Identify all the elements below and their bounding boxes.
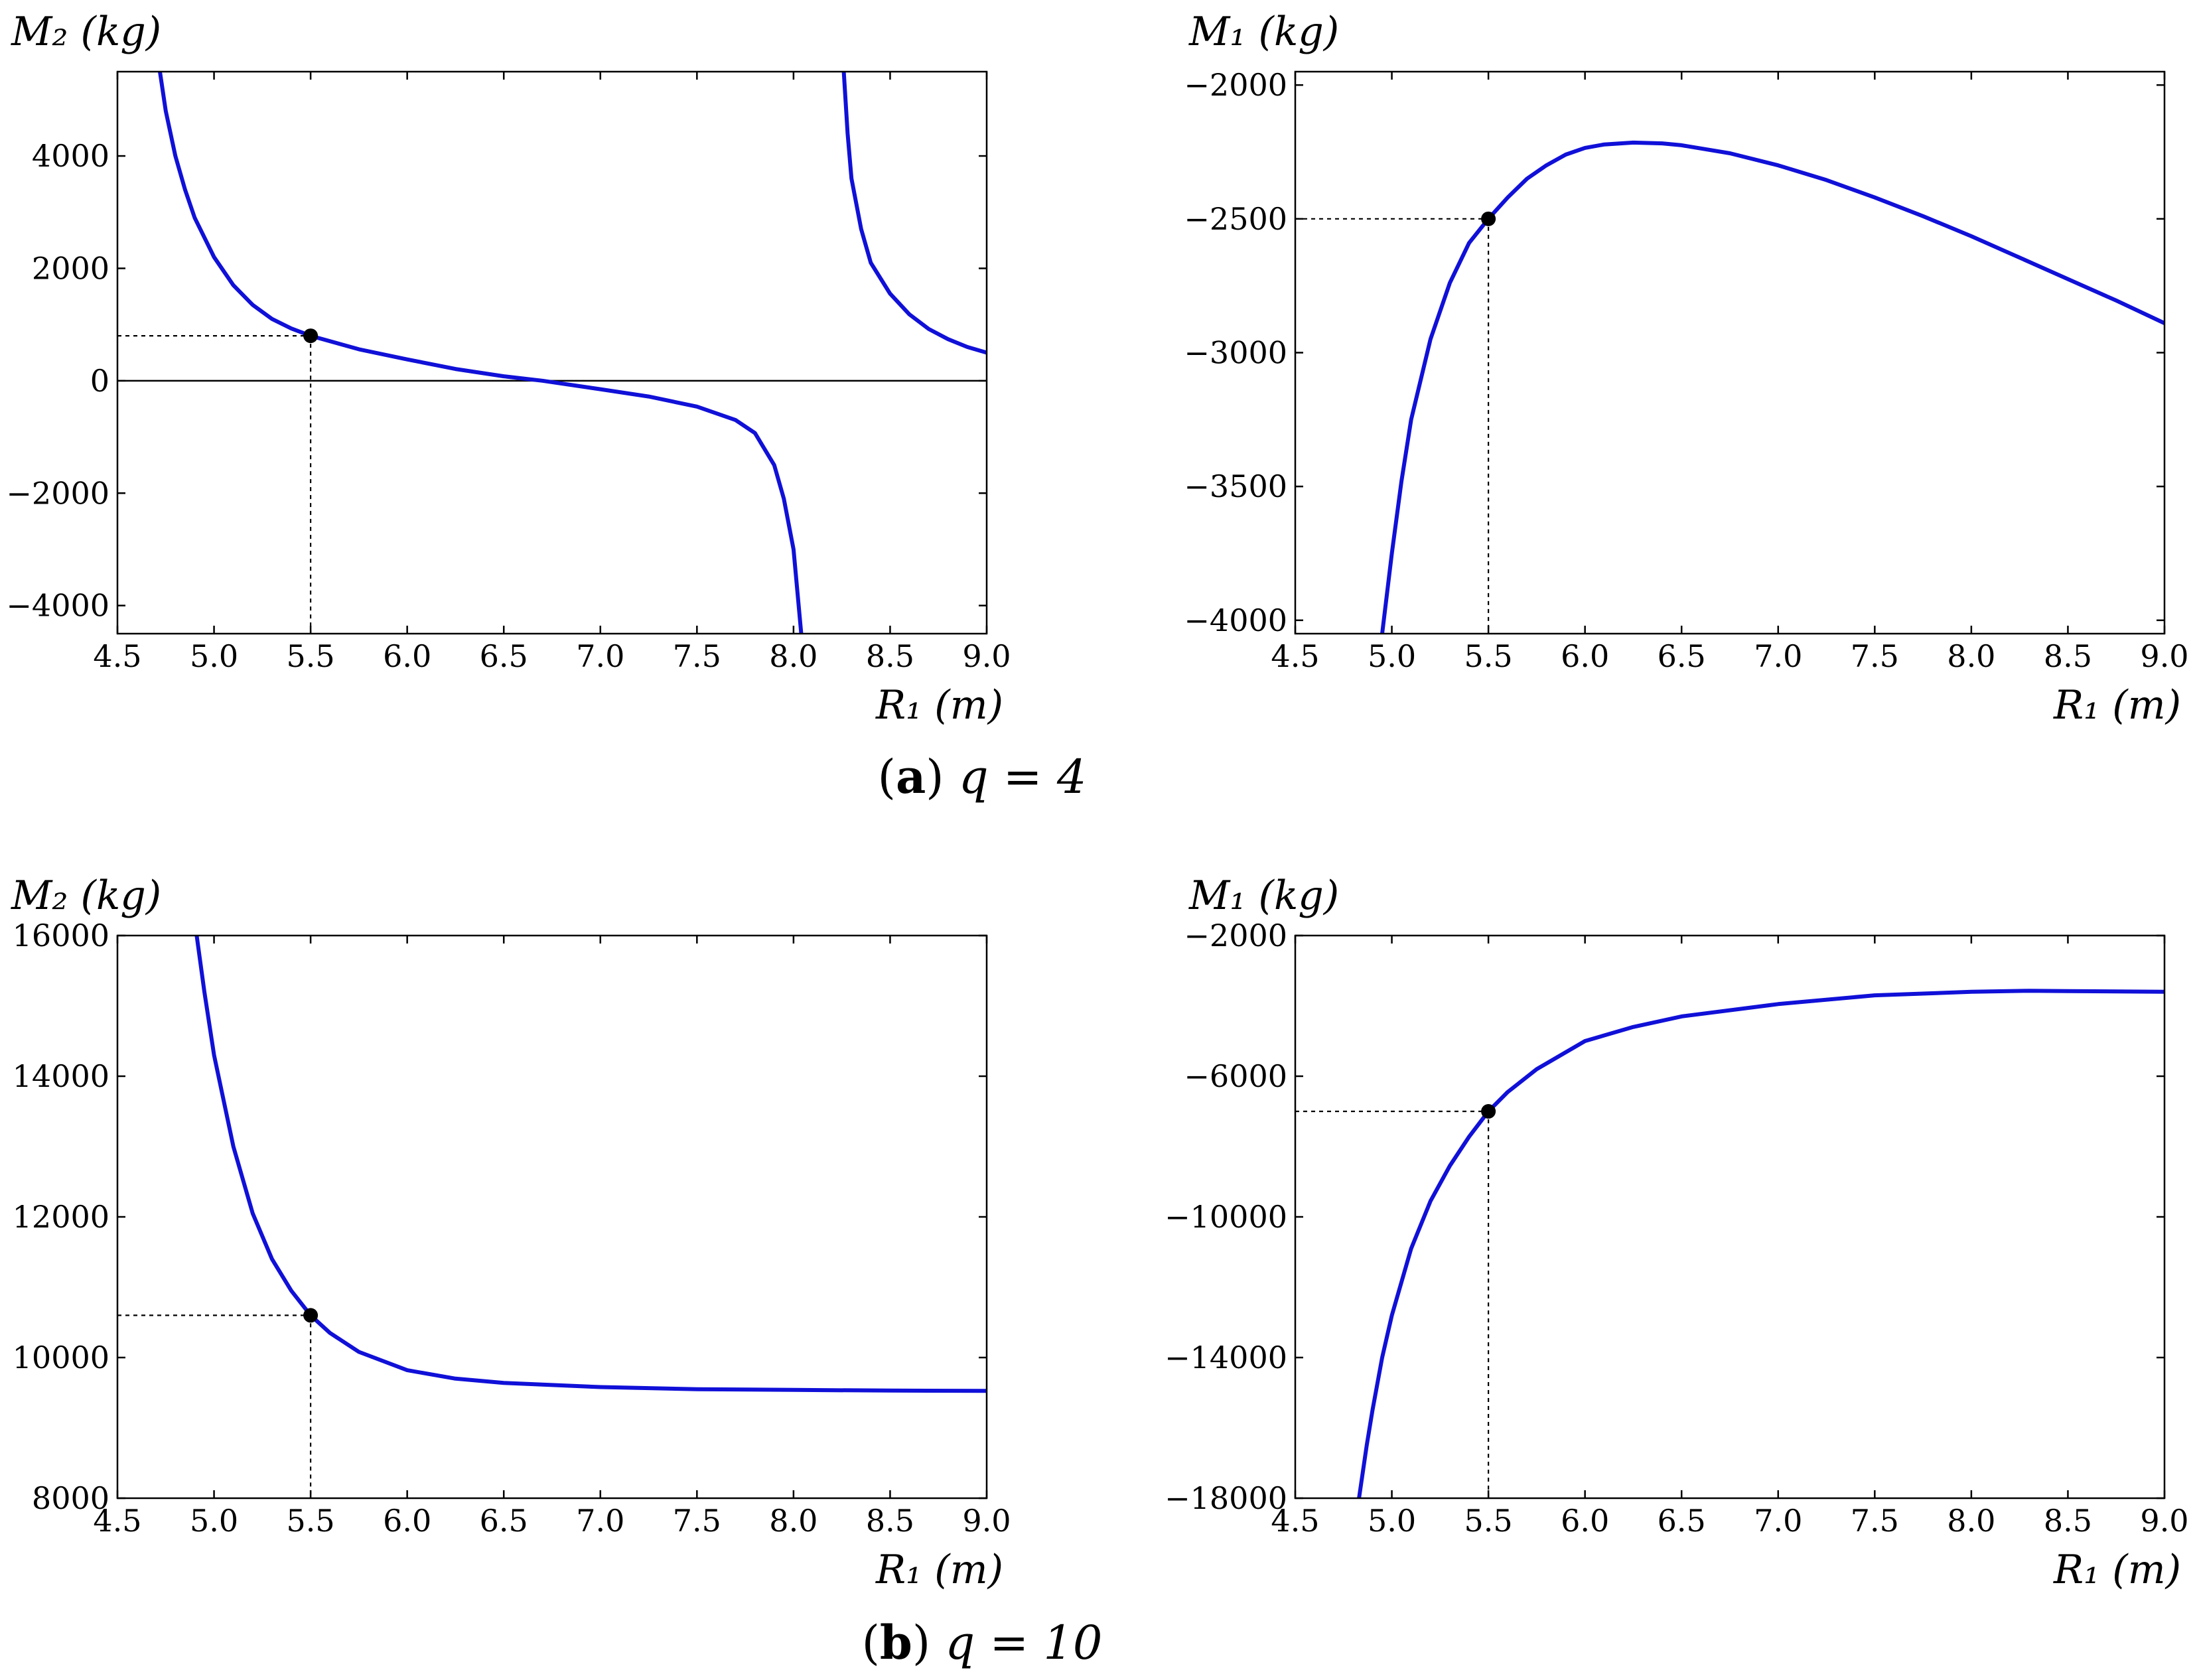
y-tick-label: −3500 <box>1184 468 1287 504</box>
x-tick-label: 4.5 <box>1271 638 1319 674</box>
x-tick-label: 5.5 <box>1464 1503 1513 1539</box>
y-tick-label: −2000 <box>1184 918 1287 953</box>
x-tick-label: 5.0 <box>190 638 238 674</box>
data-point-marker <box>303 1308 319 1323</box>
x-axis-title: R₁ (m) <box>2053 1547 2181 1593</box>
x-tick-label: 5.5 <box>1464 638 1513 674</box>
series-line-1 <box>1380 140 2164 634</box>
x-tick-label: 9.0 <box>2140 1503 2188 1539</box>
x-tick-label: 6.0 <box>1561 1503 1609 1539</box>
caption-a-text: q = 4 <box>959 750 1087 804</box>
x-tick-label: 9.0 <box>2140 638 2188 674</box>
x-tick-label: 5.0 <box>190 1503 238 1539</box>
x-tick-label: 5.5 <box>287 638 335 674</box>
y-axis-title: M₂ (kg) <box>11 9 161 55</box>
x-tick-label: 4.5 <box>1271 1503 1319 1539</box>
y-tick-label: 14000 <box>13 1058 109 1094</box>
plot-frame <box>116 70 988 635</box>
x-tick-label: 9.0 <box>962 1503 1011 1539</box>
caption-a: (a) q = 4 <box>878 749 1087 804</box>
data-point-marker <box>1481 211 1496 226</box>
x-axis-title: R₁ (m) <box>2053 682 2181 729</box>
y-tick-label: 0 <box>90 363 109 399</box>
series-line-1 <box>1357 989 2164 1498</box>
y-tick-label: 16000 <box>13 918 109 953</box>
y-tick-label: −18000 <box>1165 1480 1287 1516</box>
x-tick-label: 8.5 <box>866 1503 914 1539</box>
x-tick-label: 6.5 <box>480 638 528 674</box>
y-tick-label: −3000 <box>1184 335 1287 371</box>
x-tick-label: 6.5 <box>1658 1503 1706 1539</box>
y-tick-label: −2000 <box>1184 67 1287 103</box>
x-axis-title: R₁ (m) <box>875 682 1003 729</box>
x-tick-label: 8.5 <box>2044 1503 2092 1539</box>
y-tick-label: −6000 <box>1184 1058 1287 1094</box>
y-tick-label: 8000 <box>32 1480 109 1516</box>
x-tick-label: 5.0 <box>1368 638 1416 674</box>
chart-a-right: 4.5 5.0 5.5 6.0 6.5 7.0 7.5 8.0 8.5 9.0 −4000 −3500… <box>1184 9 2188 729</box>
series-line-1 <box>194 936 987 1393</box>
x-tick-label: 7.0 <box>576 638 624 674</box>
caption-b-label: b <box>880 1615 912 1670</box>
y-tick-label: −10000 <box>1165 1199 1287 1235</box>
x-tick-label: 7.5 <box>673 638 721 674</box>
x-tick-label: 6.0 <box>383 638 431 674</box>
plot-frame <box>116 934 988 1500</box>
x-tick-label: 6.0 <box>1561 638 1609 674</box>
y-tick-label: 10000 <box>13 1340 109 1375</box>
x-tick-label: 7.0 <box>1754 638 1802 674</box>
y-tick-label: −4000 <box>6 588 109 624</box>
y-tick-label: −4000 <box>1184 602 1287 638</box>
data-point-marker <box>303 328 319 344</box>
series-line-2 <box>841 72 987 355</box>
x-tick-label: 9.0 <box>962 638 1011 674</box>
x-tick-label: 8.0 <box>1947 1503 1995 1539</box>
x-tick-label: 5.5 <box>287 1503 335 1539</box>
x-tick-label: 5.0 <box>1368 1503 1416 1539</box>
x-tick-label: 7.0 <box>1754 1503 1802 1539</box>
chart-a-left: 4.5 5.0 5.5 6.0 6.5 7.0 7.5 8.0 8.5 9.0 −4000 −2000… <box>6 9 1011 729</box>
series-line-1 <box>158 72 804 634</box>
x-tick-label: 8.5 <box>866 638 914 674</box>
y-tick-label: 2000 <box>32 250 109 286</box>
caption-b: (b) q = 10 <box>862 1615 1103 1670</box>
y-axis-title: M₂ (kg) <box>11 873 161 919</box>
x-tick-label: 7.5 <box>673 1503 721 1539</box>
y-tick-label: −2500 <box>1184 201 1287 237</box>
chart-b-right: 4.5 5.0 5.5 6.0 6.5 7.0 7.5 8.0 8.5 9.0 −18000 −140… <box>1165 873 2188 1593</box>
caption-a-label: a <box>896 749 926 804</box>
y-axis-title: M₁ (kg) <box>1188 873 1339 919</box>
x-tick-label: 6.5 <box>480 1503 528 1539</box>
x-tick-label: 7.5 <box>1851 638 1899 674</box>
data-point-marker <box>1481 1104 1496 1119</box>
y-tick-label: 4000 <box>32 138 109 174</box>
x-tick-label: 6.5 <box>1658 638 1706 674</box>
y-tick-label: −14000 <box>1165 1340 1287 1375</box>
x-tick-label: 8.0 <box>1947 638 1995 674</box>
x-tick-label: 4.5 <box>93 638 141 674</box>
y-tick-label: −2000 <box>6 475 109 511</box>
y-axis-title: M₁ (kg) <box>1188 9 1339 55</box>
x-tick-label: 8.0 <box>769 1503 817 1539</box>
x-tick-label: 8.5 <box>2044 638 2092 674</box>
y-tick-label: 12000 <box>13 1199 109 1235</box>
x-tick-label: 7.5 <box>1851 1503 1899 1539</box>
caption-b-text: q = 10 <box>945 1616 1102 1670</box>
x-tick-label: 8.0 <box>769 638 817 674</box>
chart-b-left: 4.5 5.0 5.5 6.0 6.5 7.0 7.5 8.0 8.5 9.0 8000 10000 1… <box>11 873 1011 1593</box>
x-axis-title: R₁ (m) <box>875 1547 1003 1593</box>
x-tick-label: 4.5 <box>93 1503 141 1539</box>
x-tick-label: 6.0 <box>383 1503 431 1539</box>
x-tick-label: 7.0 <box>576 1503 624 1539</box>
